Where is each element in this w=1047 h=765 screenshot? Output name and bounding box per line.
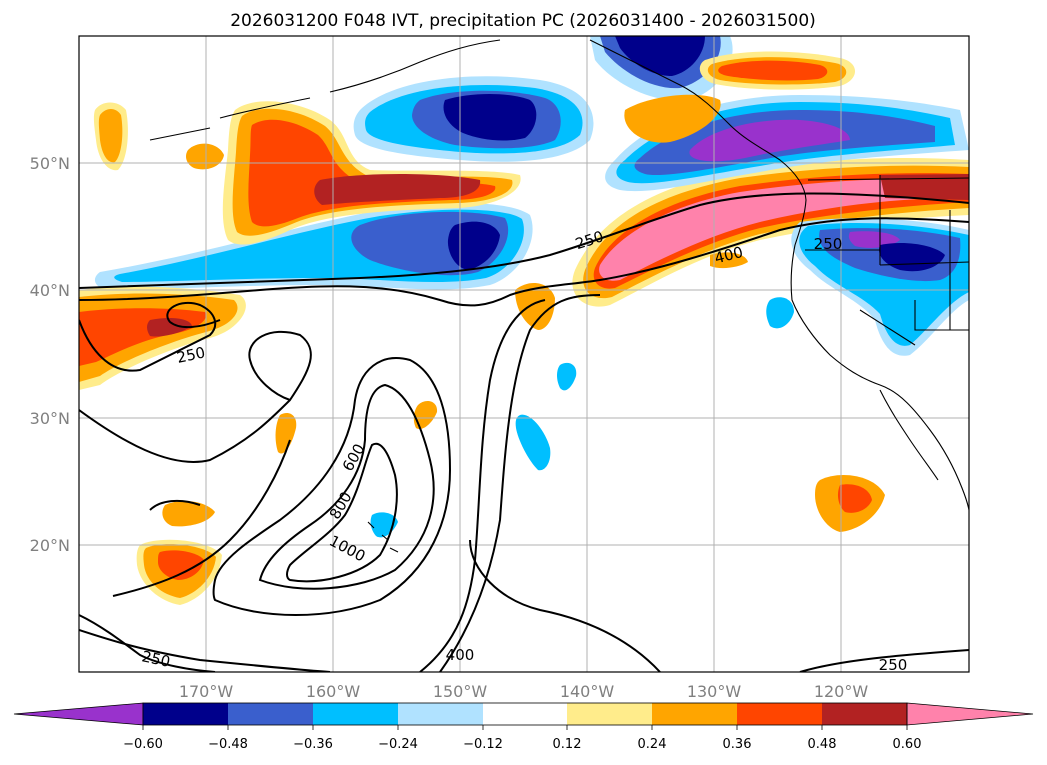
colorbar-frame <box>142 702 908 726</box>
lon-label: 130°W <box>687 682 742 701</box>
ivt-contour-1000 <box>286 442 398 583</box>
colorbar-segment <box>143 703 228 725</box>
coastline-alaska <box>149 39 501 141</box>
precip-region-pos <box>98 109 123 163</box>
precip-region-pos <box>880 174 969 200</box>
border-us-canada <box>807 177 969 181</box>
ivt-contour-250 <box>79 302 221 372</box>
colorbar-tick-label: −0.60 <box>123 737 163 752</box>
lat-labels: 50°N 40°N 30°N 20°N <box>30 154 70 555</box>
ivt-contour-250 <box>79 294 661 672</box>
ivt-contours <box>79 192 969 672</box>
colorbar-segment <box>737 703 822 725</box>
precip-region-pos <box>515 283 555 330</box>
colorbar-tick-label: 0.36 <box>723 737 752 752</box>
precip-region-pos <box>710 252 748 269</box>
precip-region-pos <box>413 400 438 430</box>
precip-region-pos <box>275 412 297 454</box>
colorbar-tick-label: −0.36 <box>293 737 333 752</box>
lat-label: 30°N <box>30 409 70 428</box>
precip-region-pos <box>162 500 215 527</box>
colorbar-segment <box>822 703 907 725</box>
precip-region-pos <box>158 550 204 580</box>
ivt-contour-400 <box>79 299 546 672</box>
contour-label: 250 <box>140 647 172 671</box>
precip-region-neg <box>557 362 577 391</box>
lat-label: 50°N <box>30 154 70 173</box>
precip-region-neg <box>766 297 794 329</box>
precip-region-pos <box>718 60 828 81</box>
lat-label: 20°N <box>30 536 70 555</box>
map-panel: 250 400 250 250 600 800 1000 250 400 250 <box>78 35 970 674</box>
colorbar-ticks <box>142 725 908 730</box>
lon-label: 140°W <box>560 682 615 701</box>
colorbar-segment <box>398 703 483 725</box>
colorbar-tick-label: −0.12 <box>463 737 503 752</box>
ivt-contour-600 <box>212 357 452 616</box>
precip-region-pos <box>314 174 481 205</box>
precip-region-pos <box>624 94 721 143</box>
ivt-contour-400 <box>149 499 201 511</box>
lon-label: 150°W <box>433 682 488 701</box>
precip-region-pos <box>837 484 872 513</box>
colorbar-extend-high <box>906 702 1034 726</box>
precip-region-neg <box>447 221 500 270</box>
precip-region-neg <box>515 414 551 471</box>
colorbar-segment <box>228 703 313 725</box>
map-frame <box>78 35 970 673</box>
precip-region-pos <box>599 179 940 281</box>
precip-region-pos <box>248 119 496 227</box>
colorbar-tick-label: −0.48 <box>208 737 248 752</box>
coastlines <box>149 39 969 553</box>
lon-label: 170°W <box>179 682 234 701</box>
precip-region-neg <box>848 231 900 248</box>
lon-label: 120°W <box>814 682 869 701</box>
lat-label: 40°N <box>30 281 70 300</box>
coastline-baja <box>879 389 939 481</box>
colorbar-segment <box>567 703 652 725</box>
lon-labels: 170°W 160°W 150°W 140°W 130°W 120°W <box>179 682 869 701</box>
colorbar-tick-label: −0.24 <box>378 737 418 752</box>
precip-region-pos <box>147 318 192 337</box>
ivt-contour-800 <box>258 383 435 590</box>
colorbar-segment <box>652 703 737 725</box>
precip-region-neg <box>443 94 537 141</box>
colorbar-tick-label: 0.24 <box>638 737 667 752</box>
contour-label: 250 <box>175 343 207 367</box>
colorbar-tick-label: 0.12 <box>553 737 582 752</box>
ivt-contour-250 <box>79 192 969 289</box>
colorbar-tick-label: 0.48 <box>808 737 837 752</box>
contour-label: 250 <box>879 656 908 674</box>
colorbar-extend-low <box>13 702 144 726</box>
colorbar-segment <box>483 703 567 725</box>
colorbar-tick-label: 0.60 <box>893 737 922 752</box>
coastline-north-america <box>589 39 969 511</box>
lon-label: 160°W <box>306 682 361 701</box>
precip-region-neg <box>615 36 705 76</box>
colorbar: −0.60 −0.48 −0.36 −0.24 −0.12 0.12 0.24 … <box>13 702 1034 752</box>
contour-label: 400 <box>446 646 475 664</box>
ivt-contour-250 <box>799 649 969 672</box>
ivt-contour-250 <box>112 439 291 597</box>
border-states <box>805 175 969 346</box>
ivt-contour-400 <box>79 217 969 307</box>
ivt-contour-250 <box>79 330 312 463</box>
colorbar-segment <box>313 703 398 725</box>
precip-region-neg <box>689 119 850 162</box>
contour-label: 250 <box>814 235 843 253</box>
figure-title: 2026031200 F048 IVT, precipitation PC (2… <box>230 11 816 31</box>
